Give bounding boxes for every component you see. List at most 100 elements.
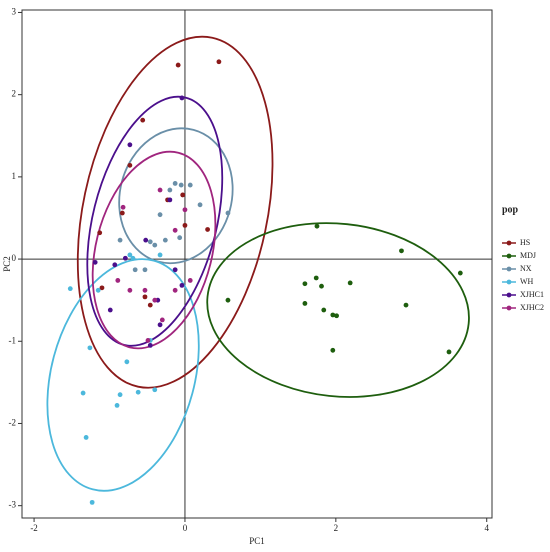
legend-swatch (506, 266, 512, 272)
point (132, 267, 138, 273)
point (122, 255, 128, 261)
point (172, 181, 178, 186)
point (302, 301, 308, 306)
point (124, 359, 130, 365)
y-tick-label: -1 (9, 335, 17, 345)
point (147, 239, 153, 245)
point (127, 142, 133, 148)
confidence-ellipse (76, 35, 274, 389)
point (172, 227, 178, 233)
confidence-ellipse (118, 127, 234, 265)
point (205, 227, 210, 232)
point (127, 162, 133, 168)
y-tick-label: 0 (12, 253, 17, 263)
y-tick-label: -2 (9, 418, 17, 428)
point (147, 302, 153, 308)
point (114, 402, 120, 408)
point (83, 435, 89, 440)
x-tick-label: 0 (183, 523, 188, 533)
point (180, 192, 186, 198)
point (127, 252, 133, 258)
point (225, 297, 231, 303)
legend-swatch (506, 292, 512, 298)
point (112, 262, 118, 268)
y-tick-label: 3 (12, 7, 17, 17)
point (115, 278, 121, 283)
point (152, 387, 158, 393)
x-tick-label: 4 (484, 523, 489, 533)
point (182, 222, 188, 228)
point (167, 197, 173, 203)
point (120, 204, 126, 210)
confidence-ellipse (91, 150, 217, 350)
legend-label: MDJ (520, 251, 536, 260)
point (157, 187, 163, 193)
point (80, 390, 86, 396)
plot-frame (21, 9, 493, 519)
point (399, 248, 404, 254)
point (140, 117, 146, 123)
point (179, 95, 185, 101)
legend-label: XJHC2 (520, 303, 544, 312)
legend-swatch (506, 240, 512, 246)
x-tick-label: 2 (334, 523, 339, 533)
point (179, 282, 185, 288)
point (313, 275, 319, 281)
point (216, 59, 222, 65)
point (182, 207, 188, 213)
point (152, 242, 158, 248)
point (225, 210, 231, 216)
confidence-ellipse (206, 222, 470, 398)
y-tick-label: 1 (12, 171, 17, 181)
point (67, 286, 73, 292)
legend-label: WH (520, 277, 534, 286)
point (145, 338, 151, 343)
legend-title: pop (502, 204, 519, 215)
point (446, 349, 452, 355)
point (157, 212, 163, 218)
point (130, 255, 136, 261)
point (107, 307, 113, 313)
point (197, 202, 203, 208)
point (143, 237, 149, 243)
x-axis-label: PC1 (249, 536, 265, 546)
point (157, 322, 163, 328)
point (159, 317, 165, 323)
point (172, 267, 178, 273)
point (142, 267, 148, 273)
confidence-ellipse (86, 95, 224, 347)
point (135, 389, 141, 395)
point (187, 182, 193, 188)
legend-label: NX (520, 264, 532, 273)
legend-swatch (506, 305, 512, 311)
point (187, 278, 193, 283)
confidence-ellipse (46, 258, 200, 492)
point (117, 237, 123, 243)
legend-swatch (506, 279, 512, 285)
point (178, 182, 184, 188)
point (142, 287, 148, 293)
legend-label: HS (520, 238, 530, 247)
point (157, 252, 163, 258)
point (172, 287, 178, 293)
point (319, 283, 324, 289)
point (162, 237, 168, 243)
point (152, 297, 158, 303)
legend-swatch (506, 253, 512, 259)
point (175, 62, 181, 68)
point (177, 235, 183, 241)
x-tick-label: -2 (30, 523, 38, 533)
point (92, 259, 98, 265)
point (127, 287, 133, 293)
point (321, 307, 327, 313)
point (302, 281, 308, 287)
point (314, 223, 320, 229)
point (147, 342, 153, 348)
point (167, 187, 173, 193)
y-axis-label: PC2 (2, 256, 12, 272)
point (334, 313, 339, 319)
point (117, 392, 123, 398)
point (403, 302, 409, 308)
point (347, 280, 353, 286)
